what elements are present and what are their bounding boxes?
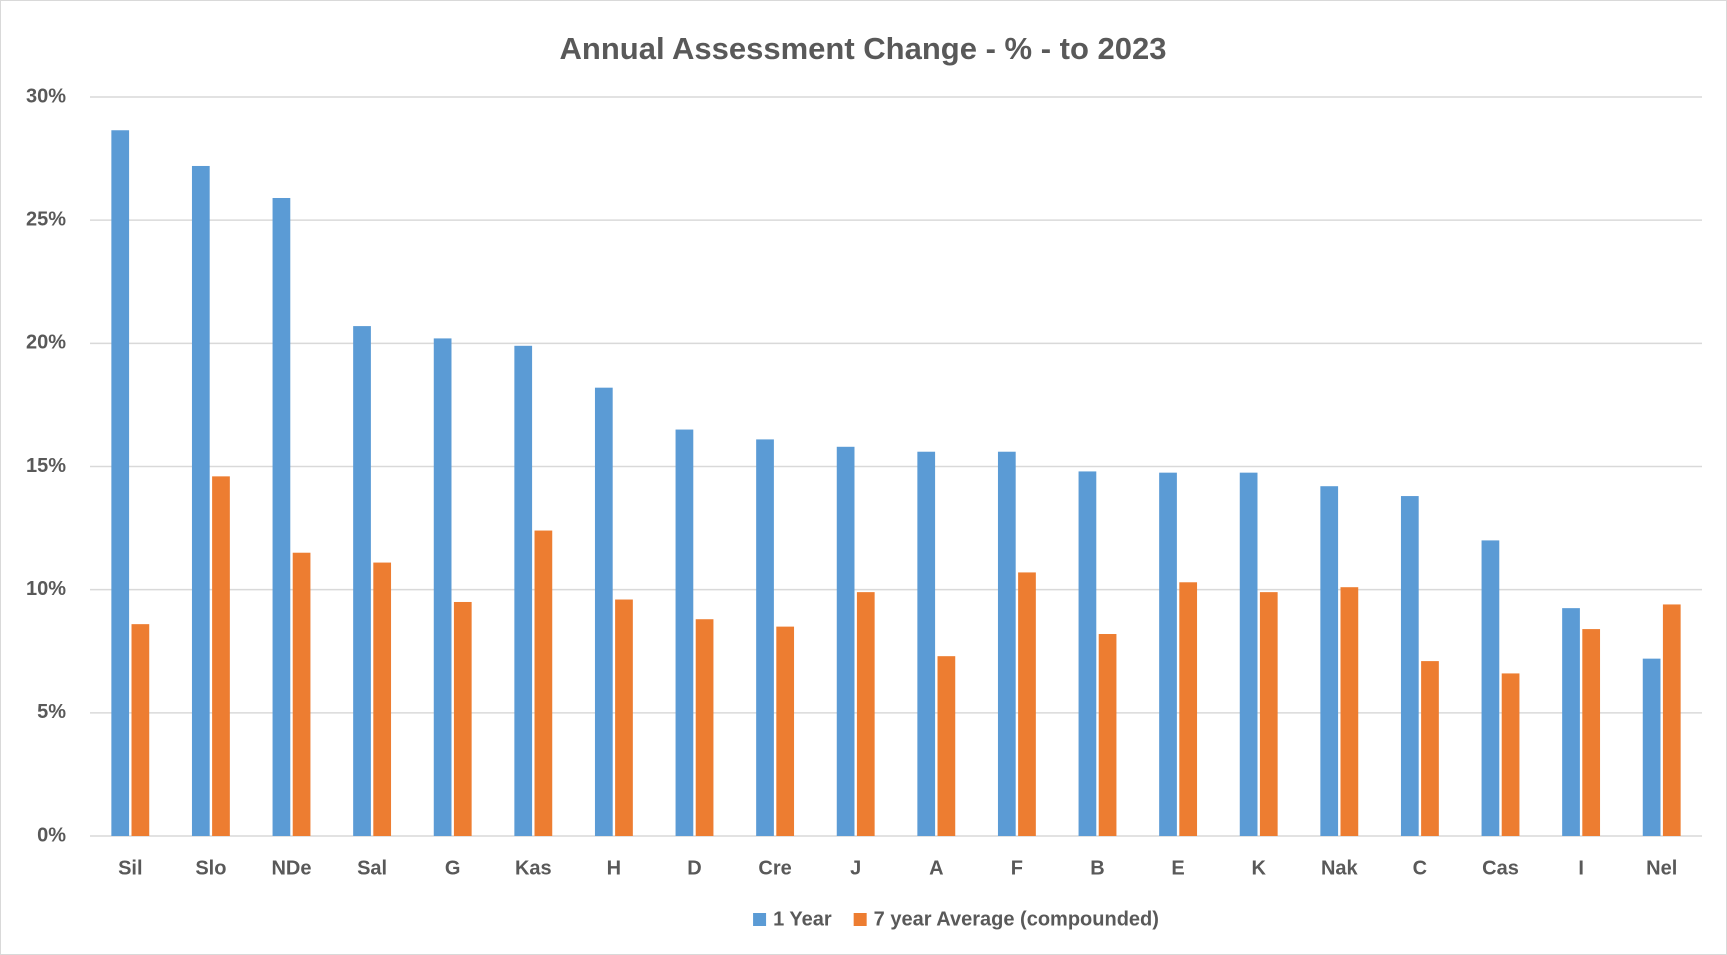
bar xyxy=(373,562,392,836)
bar xyxy=(917,451,936,836)
bar xyxy=(1340,587,1359,836)
bar xyxy=(1018,572,1036,836)
x-tick-label: G xyxy=(445,857,461,879)
bar xyxy=(594,387,613,836)
bar xyxy=(1159,472,1177,836)
x-tick-label: Nel xyxy=(1646,857,1677,879)
x-tick-label: Slo xyxy=(195,857,226,879)
x-tick-label: C xyxy=(1413,857,1427,879)
bar xyxy=(695,619,714,836)
bar xyxy=(937,656,956,836)
chart-title: Annual Assessment Change - % - to 2023 xyxy=(560,31,1167,66)
bar xyxy=(836,446,855,836)
x-tick-label: B xyxy=(1090,857,1104,879)
bar xyxy=(1239,472,1258,836)
bar xyxy=(1642,658,1661,836)
bar xyxy=(1259,592,1278,836)
x-tick-label: H xyxy=(607,857,621,879)
legend-swatch xyxy=(853,913,867,926)
bar xyxy=(1078,471,1097,836)
x-tick-label: I xyxy=(1578,857,1584,879)
x-tick-label: Sal xyxy=(357,857,387,879)
bar xyxy=(1501,673,1520,836)
bar xyxy=(1481,540,1500,836)
bar xyxy=(1421,661,1439,836)
bar xyxy=(1582,629,1601,836)
bar xyxy=(212,476,230,836)
x-tick-label: Nak xyxy=(1321,857,1359,879)
bar xyxy=(615,599,633,836)
x-tick-label: Cas xyxy=(1482,857,1519,879)
y-tick-label: 25% xyxy=(26,208,66,230)
x-tick-label: F xyxy=(1011,857,1023,879)
bar xyxy=(453,601,472,836)
legend-swatch xyxy=(753,913,767,926)
y-tick-label: 15% xyxy=(26,455,66,477)
y-tick-label: 20% xyxy=(26,332,66,354)
x-tick-label: K xyxy=(1251,857,1266,879)
y-tick-label: 0% xyxy=(37,824,66,846)
x-tick-label: NDe xyxy=(271,857,311,879)
x-tick-label: E xyxy=(1171,857,1184,879)
bar xyxy=(1098,634,1117,836)
y-tick-label: 10% xyxy=(26,578,66,600)
x-tick-label: D xyxy=(687,857,701,879)
x-tick-label: J xyxy=(850,857,861,879)
bar xyxy=(111,130,130,836)
y-tick-label: 5% xyxy=(37,701,66,723)
bar xyxy=(353,326,371,836)
legend-label: 7 year Average (compounded) xyxy=(874,908,1159,930)
x-tick-label: Cre xyxy=(758,857,791,879)
bar xyxy=(1562,608,1580,836)
bar xyxy=(1400,496,1419,836)
bar xyxy=(131,624,150,836)
bar xyxy=(272,197,291,836)
bar xyxy=(1179,582,1198,836)
bar xyxy=(1662,604,1681,836)
x-tick-label: A xyxy=(929,857,943,879)
x-tick-label: Sil xyxy=(118,857,142,879)
bar xyxy=(433,338,452,836)
bar xyxy=(534,530,553,836)
bar xyxy=(776,626,795,836)
bar xyxy=(514,345,533,836)
legend-label: 1 Year xyxy=(773,908,832,930)
bar xyxy=(756,439,774,836)
y-tick-label: 30% xyxy=(26,85,66,107)
bar xyxy=(191,165,210,836)
bar xyxy=(1320,486,1339,836)
bar xyxy=(856,592,875,836)
bar xyxy=(292,552,311,836)
x-tick-label: Kas xyxy=(515,857,552,879)
bar xyxy=(997,451,1016,836)
bar xyxy=(675,429,694,836)
